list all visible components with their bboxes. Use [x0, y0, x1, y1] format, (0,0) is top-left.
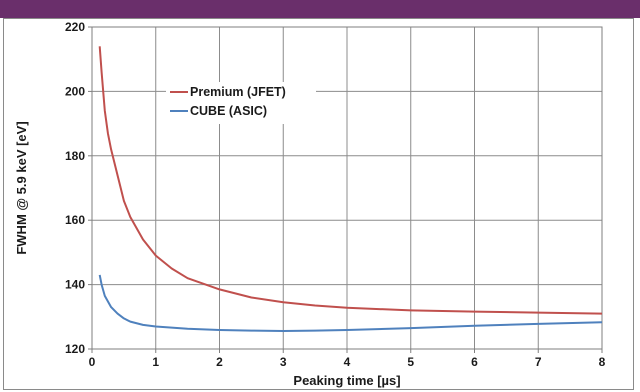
x-tick-label: 1	[152, 355, 159, 369]
legend: Premium (JFET) CUBE (ASIC)	[166, 82, 316, 124]
series-line-cube-asic	[98, 274, 603, 332]
x-tick-label: 7	[535, 355, 542, 369]
x-tick-label: 0	[89, 355, 96, 369]
series-layer	[98, 46, 603, 332]
x-tick-label: 4	[344, 355, 351, 369]
y-tick-label: 160	[65, 213, 85, 227]
legend-box	[166, 82, 316, 124]
y-tick-label: 140	[65, 278, 85, 292]
legend-label-premium-jfet: Premium (JFET)	[190, 85, 286, 99]
x-tick-label: 5	[407, 355, 414, 369]
x-axis-label: Peaking time [µs]	[293, 373, 400, 388]
x-axis-ticks: 0 1 2 3 4 5 6 7 8	[89, 349, 606, 369]
y-axis-label: FWHM @ 5.9 keV [eV]	[14, 121, 29, 254]
y-tick-label: 180	[65, 149, 85, 163]
y-tick-label: 120	[65, 342, 85, 356]
x-tick-label: 2	[216, 355, 223, 369]
x-tick-label: 6	[471, 355, 478, 369]
y-tick-label: 200	[65, 84, 85, 98]
grid	[91, 26, 603, 350]
y-axis-ticks: 120 140 160 180 200 220	[65, 20, 92, 356]
x-tick-label: 3	[280, 355, 287, 369]
line-chart: 120 140 160 180 200 220 0 1 2 3 4 5 6 7 8 FWHM @ 5.9 …	[14, 20, 606, 388]
legend-label-cube-asic: CUBE (ASIC)	[190, 104, 267, 118]
y-tick-label: 220	[65, 20, 85, 34]
series-line-premium-jfet	[98, 46, 603, 315]
title-banner	[0, 0, 640, 18]
chart-frame: 120 140 160 180 200 220 0 1 2 3 4 5 6 7 8 FWHM @ 5.9 …	[3, 18, 634, 390]
x-tick-label: 8	[599, 355, 606, 369]
